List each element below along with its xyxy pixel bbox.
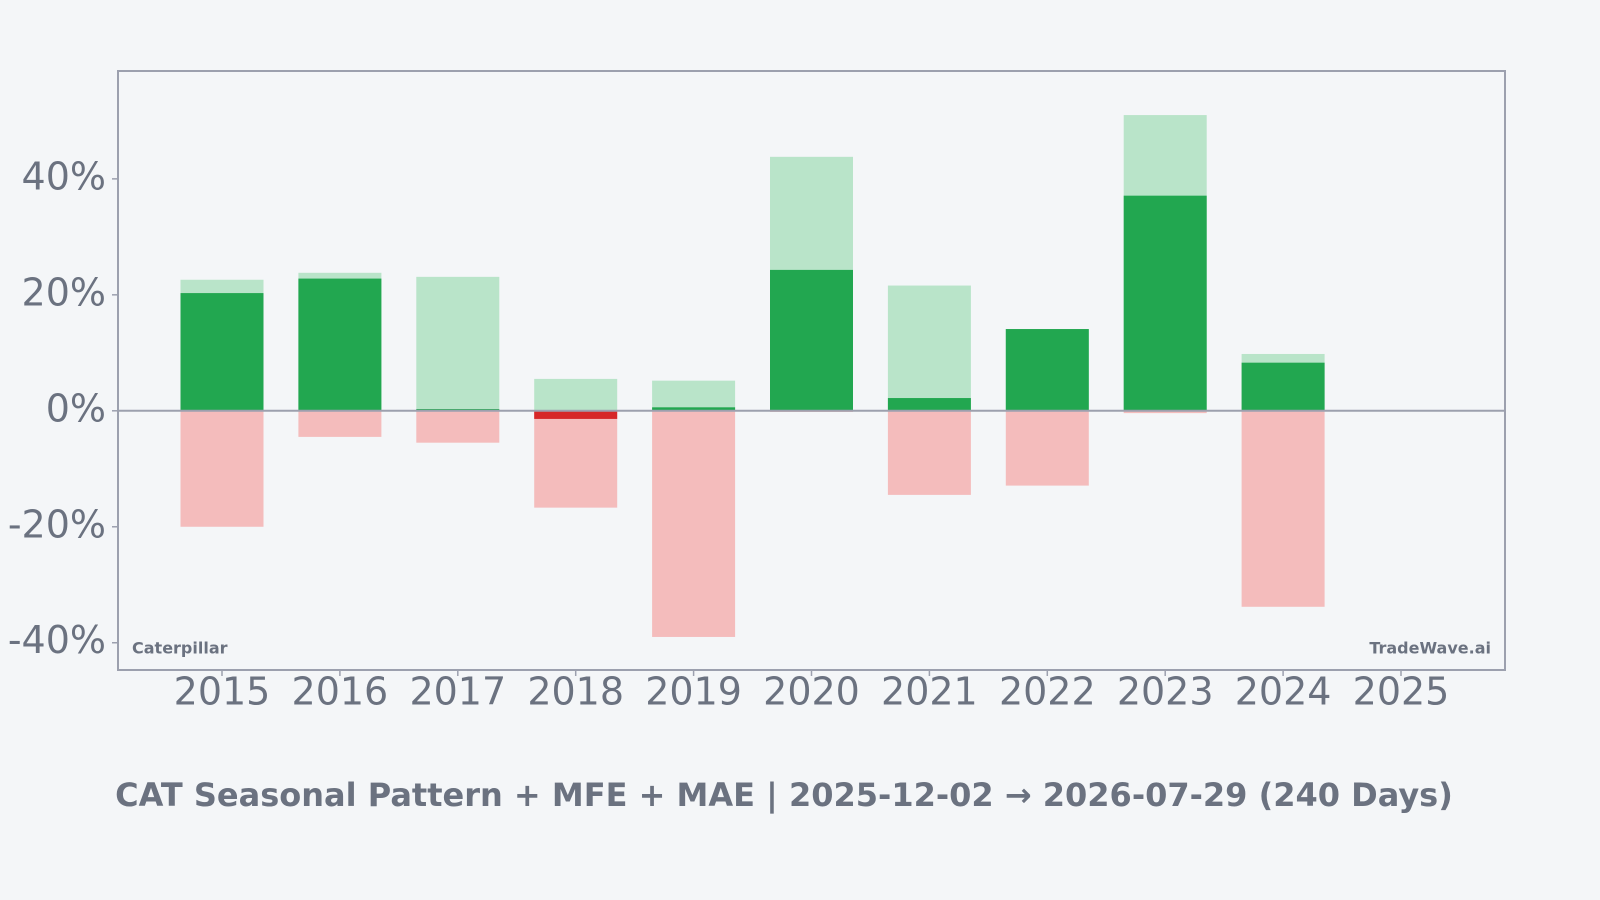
bar [652, 380, 736, 411]
bar [180, 410, 264, 527]
y-tick-label: -40% [8, 618, 106, 662]
y-tick-label: -20% [8, 502, 106, 546]
bar [1123, 195, 1207, 411]
x-tick-label: 2016 [292, 670, 389, 714]
bar [1241, 410, 1325, 607]
bar [534, 378, 618, 411]
x-tick-label: 2017 [409, 670, 506, 714]
x-tick-label: 2025 [1353, 670, 1450, 714]
bar [1241, 362, 1325, 411]
bar [887, 285, 971, 411]
x-tick-label: 2018 [527, 670, 624, 714]
x-tick-label: 2024 [1235, 670, 1332, 714]
y-tick-label: 0% [46, 386, 106, 430]
x-tick-label: 2022 [999, 670, 1096, 714]
bar [1123, 410, 1207, 414]
bar [180, 293, 264, 411]
bar [652, 407, 736, 411]
bar [298, 278, 382, 411]
x-tick-label: 2019 [645, 670, 742, 714]
bar [887, 410, 971, 495]
bar [416, 276, 500, 411]
annotation: Caterpillar [132, 639, 228, 658]
x-tick-label: 2023 [1117, 670, 1214, 714]
bar [298, 410, 382, 437]
annotation: TradeWave.ai [1369, 639, 1491, 658]
y-tick-label: 40% [22, 154, 106, 198]
bar [652, 410, 736, 637]
x-tick-label: 2015 [174, 670, 271, 714]
bar [887, 398, 971, 411]
chart-title: CAT Seasonal Pattern + MFE + MAE | 2025-… [115, 776, 1453, 815]
bar [534, 410, 618, 419]
bar [770, 269, 853, 411]
bar [1005, 410, 1089, 486]
y-tick-label: 20% [22, 270, 106, 314]
bar [1005, 329, 1089, 411]
bar [534, 410, 618, 508]
x-tick-label: 2021 [881, 670, 978, 714]
x-tick-label: 2020 [763, 670, 860, 714]
bar [416, 410, 500, 443]
